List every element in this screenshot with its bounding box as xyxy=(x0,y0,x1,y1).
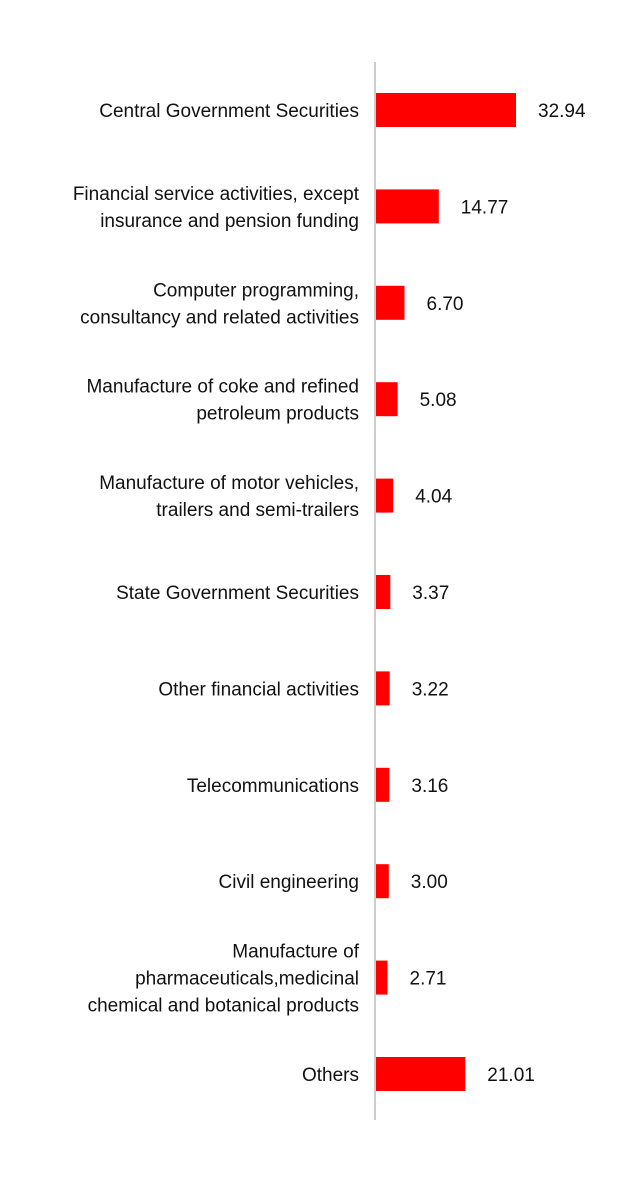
category-label-line: Manufacture of coke and refined xyxy=(86,377,359,398)
category-label-10: Others xyxy=(302,1065,359,1086)
bars-group xyxy=(376,93,516,1091)
category-label-line: Others xyxy=(302,1065,359,1086)
value-label-3: 5.08 xyxy=(420,390,457,411)
category-label-0: Central Government Securities xyxy=(99,101,359,122)
category-label-line: insurance and pension funding xyxy=(100,211,359,232)
value-label-2: 6.70 xyxy=(427,294,464,315)
category-labels-group: Central Government Securities Financial s… xyxy=(73,101,360,1086)
bar-9 xyxy=(376,960,388,995)
bar-10 xyxy=(376,1057,466,1091)
value-label-4: 4.04 xyxy=(415,487,452,508)
category-label-7: Telecommunications xyxy=(187,776,359,797)
category-label-line: Other financial activities xyxy=(158,679,359,700)
category-label-line: trailers and semi-trailers xyxy=(156,500,359,521)
value-label-9: 2.71 xyxy=(410,969,447,990)
category-label-3: Manufacture of coke and refined petroleum… xyxy=(86,377,359,425)
category-label-line: Computer programming, xyxy=(153,280,359,301)
value-label-1: 14.77 xyxy=(461,197,509,218)
value-label-5: 3.37 xyxy=(412,583,449,604)
category-label-line: Financial service activities, except xyxy=(73,184,360,205)
category-label-line: State Government Securities xyxy=(116,583,359,604)
bar-0 xyxy=(376,93,516,127)
category-label-5: State Government Securities xyxy=(116,583,359,604)
category-label-9: Manufacture of pharmaceuticals,medicinal c… xyxy=(88,942,360,1017)
bar-4 xyxy=(376,478,394,513)
category-label-1: Financial service activities, except insu… xyxy=(73,184,360,232)
category-label-line: chemical and botanical products xyxy=(88,996,359,1017)
category-label-line: Manufacture of xyxy=(232,942,359,963)
bar-1 xyxy=(376,189,439,224)
category-label-line: Central Government Securities xyxy=(99,101,359,122)
category-label-8: Civil engineering xyxy=(219,872,359,893)
category-label-line: petroleum products xyxy=(196,404,359,425)
category-label-4: Manufacture of motor vehicles, trailers a… xyxy=(99,473,359,521)
category-label-line: Telecommunications xyxy=(187,776,359,797)
category-label-line: pharmaceuticals,medicinal xyxy=(135,969,359,990)
value-labels-group: 32.94 14.77 6.70 5.08 4.04 3.37 3.22 3.16 3.00 2.… xyxy=(410,101,586,1086)
bar-6 xyxy=(376,671,390,706)
value-label-6: 3.22 xyxy=(412,679,449,700)
bar-2 xyxy=(376,285,405,320)
bar-7 xyxy=(376,767,390,802)
value-label-10: 21.01 xyxy=(487,1065,535,1086)
category-label-line: Civil engineering xyxy=(219,872,359,893)
category-label-2: Computer programming, consultancy and rel… xyxy=(80,280,359,328)
bar-8 xyxy=(376,864,389,899)
category-label-6: Other financial activities xyxy=(158,679,359,700)
value-label-0: 32.94 xyxy=(538,101,586,122)
category-label-line: Manufacture of motor vehicles, xyxy=(99,473,359,494)
value-label-7: 3.16 xyxy=(411,776,448,797)
category-label-line: consultancy and related activities xyxy=(80,307,359,328)
value-label-8: 3.00 xyxy=(411,872,448,893)
bar-3 xyxy=(376,382,398,417)
bar-5 xyxy=(376,575,391,609)
